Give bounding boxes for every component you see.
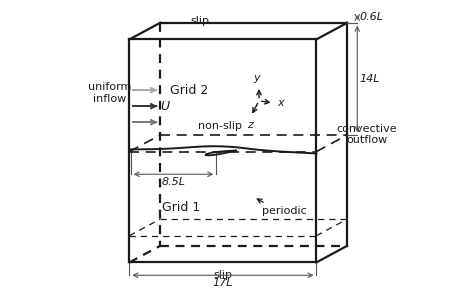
Text: periodic: periodic xyxy=(262,206,306,216)
Text: Grid 1: Grid 1 xyxy=(163,201,201,214)
Text: 8.5L: 8.5L xyxy=(162,177,185,188)
Text: convective
outflow: convective outflow xyxy=(337,123,398,145)
Text: y: y xyxy=(254,73,260,83)
Text: slip: slip xyxy=(213,270,232,280)
Text: 14L: 14L xyxy=(360,74,381,84)
Text: Grid 2: Grid 2 xyxy=(170,84,209,97)
Text: non-slip: non-slip xyxy=(198,121,242,131)
Text: 0.6L: 0.6L xyxy=(360,13,384,22)
Text: uniform
inflow: uniform inflow xyxy=(88,82,131,103)
Text: z: z xyxy=(246,120,253,130)
Text: 17L: 17L xyxy=(213,278,233,289)
Text: x: x xyxy=(277,98,283,108)
Text: U: U xyxy=(160,100,169,113)
Text: slip: slip xyxy=(190,16,209,26)
